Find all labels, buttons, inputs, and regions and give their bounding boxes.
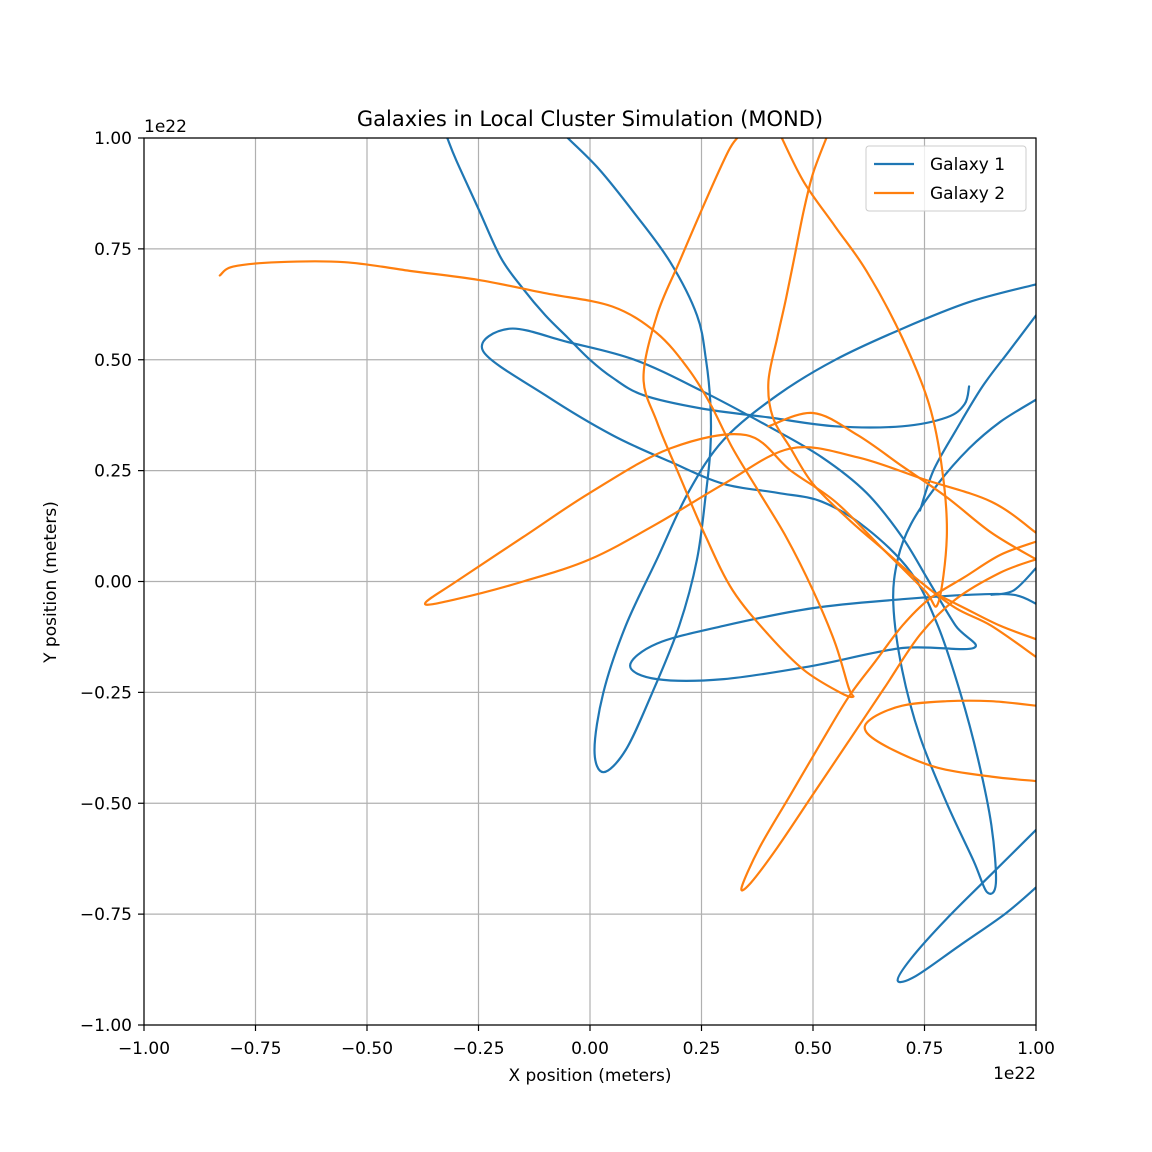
series-line-galaxy-2 (767, 411, 1036, 561)
x-axis-ticks: −1.00 −0.75 −0.50 −0.25 0.00 0.25 0.50 0.75 1.00 (118, 1025, 1055, 1059)
legend: Galaxy 1 Galaxy 2 (865, 145, 1027, 212)
x-tick-label: −0.75 (229, 1039, 281, 1059)
y-offset-label: 1e22 (144, 117, 187, 137)
chart-title: Galaxies in Local Cluster Simulation (MO… (357, 107, 823, 131)
series-line-galaxy-2 (936, 593, 1036, 641)
x-tick-label: 1.00 (1017, 1039, 1055, 1059)
series-line-galaxy-2 (423, 138, 1036, 608)
series-line-galaxy-1 (566, 138, 1036, 774)
series-layer (218, 138, 1036, 984)
x-axis-label: X position (meters) (508, 1066, 671, 1086)
x-tick-label: −0.25 (452, 1039, 504, 1059)
series-line-galaxy-1 (446, 138, 971, 429)
y-axis-label: Y position (meters) (41, 501, 61, 664)
series-line-galaxy-1 (896, 828, 1036, 984)
series-line-galaxy-2 (740, 540, 1036, 892)
y-axis-ticks: −1.00 −0.75 −0.50 −0.25 0.00 0.25 0.50 0.75 1.00 (80, 129, 144, 1036)
y-tick-label: 1.00 (94, 129, 132, 149)
x-tick-label: 0.00 (571, 1039, 609, 1059)
legend-label-galaxy-2: Galaxy 2 (930, 184, 1005, 204)
series-line-galaxy-1 (990, 567, 1036, 596)
y-tick-label: −1.00 (80, 1016, 132, 1036)
y-tick-label: 0.75 (94, 240, 132, 260)
y-tick-label: 0.25 (94, 462, 132, 482)
series-line-galaxy-1 (918, 314, 1036, 512)
legend-label-galaxy-1: Galaxy 1 (930, 155, 1005, 175)
series-line-galaxy-1 (480, 327, 1036, 895)
x-tick-label: −0.50 (341, 1039, 393, 1059)
y-tick-label: −0.50 (80, 794, 132, 814)
series-line-galaxy-2 (218, 138, 855, 699)
x-tick-label: −1.00 (118, 1039, 170, 1059)
y-tick-label: 0.00 (94, 573, 132, 593)
x-tick-label: 0.75 (906, 1039, 944, 1059)
x-tick-label: 0.25 (683, 1039, 721, 1059)
gridlines (143, 137, 1037, 1026)
y-tick-label: 0.50 (94, 351, 132, 371)
series-line-galaxy-2 (863, 699, 1036, 783)
y-tick-label: −0.75 (80, 905, 132, 925)
x-offset-label: 1e22 (993, 1064, 1036, 1084)
x-tick-label: 0.50 (794, 1039, 832, 1059)
legend-box (865, 145, 1027, 212)
y-tick-label: −0.25 (80, 683, 132, 703)
